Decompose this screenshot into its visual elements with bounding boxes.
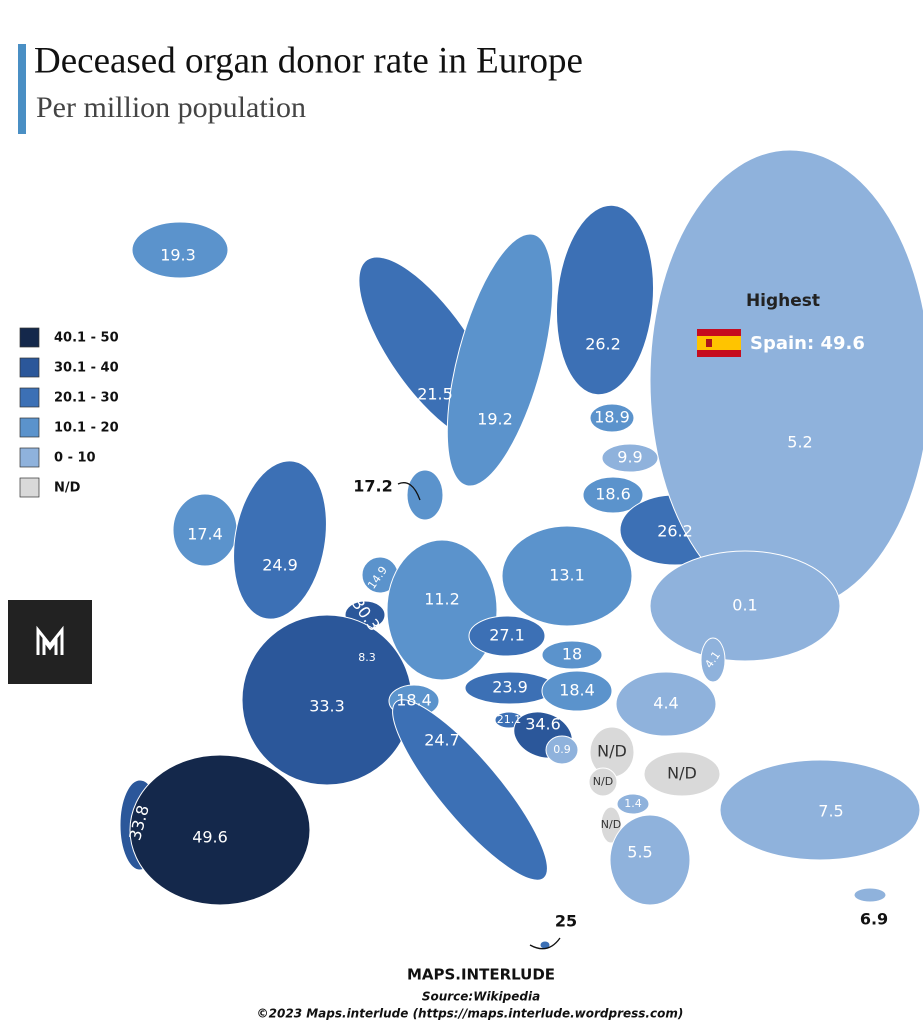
country-value: N/D [601, 818, 621, 831]
country [609, 814, 691, 906]
country-value: 7.5 [818, 802, 843, 821]
country-value: 9.9 [617, 448, 642, 467]
country-value: N/D [593, 775, 613, 788]
country-value: 26.2 [585, 335, 621, 354]
country-value: 0.9 [553, 743, 571, 756]
country-value: 49.6 [192, 828, 228, 847]
country-value: 18.6 [595, 485, 631, 504]
country-value: 8.3 [358, 651, 376, 664]
country [600, 806, 622, 844]
country [468, 615, 546, 657]
copyright: ©2023 Maps.interlude (https://maps.inter… [257, 1007, 684, 1021]
country-value: 5.2 [787, 433, 812, 452]
country [545, 735, 579, 765]
country-value: 18.9 [594, 408, 630, 427]
logo [8, 600, 92, 684]
legend-swatch [19, 327, 40, 348]
country [643, 751, 721, 797]
country [541, 640, 603, 670]
country-value: 18 [562, 645, 582, 664]
country-value: 0.1 [732, 596, 757, 615]
highlight-heading: Highest [746, 291, 820, 311]
legend-label: N/D [54, 481, 81, 496]
country [406, 469, 444, 521]
country-value: 21.5 [417, 385, 453, 404]
country-value: 4.4 [653, 694, 678, 713]
country-value: 18.4 [396, 691, 432, 710]
country-value: 19.2 [477, 410, 513, 429]
highlight-label: Spain: 49.6 [750, 333, 865, 354]
country-value: 1.4 [624, 797, 642, 810]
legend-label: 40.1 - 50 [54, 331, 119, 346]
legend-label: 20.1 - 30 [54, 391, 119, 406]
country-value: 24.9 [262, 556, 298, 575]
country [446, 233, 554, 487]
country [541, 670, 613, 712]
country [700, 637, 726, 683]
title-accent [18, 44, 26, 134]
country [582, 476, 644, 514]
legend-swatch [19, 477, 40, 498]
country [392, 699, 548, 881]
country-value: 21.1 [497, 713, 522, 726]
country-value: 23.9 [492, 678, 528, 697]
country [719, 759, 921, 861]
legend-swatch [19, 357, 40, 378]
country-value: 18.4 [559, 681, 595, 700]
flag-yellow [697, 336, 741, 350]
arrow [529, 937, 561, 950]
flag-emblem [706, 339, 712, 347]
country-value: 33.3 [309, 697, 345, 716]
source: Source:Wikipedia [422, 990, 540, 1004]
country [589, 403, 635, 433]
country [555, 204, 655, 396]
country-value: N/D [667, 764, 697, 783]
country [853, 887, 887, 903]
country [129, 754, 311, 906]
brand: MAPS.INTERLUDE [407, 966, 555, 984]
country-value: 11.2 [424, 590, 460, 609]
country-value: 17.4 [187, 525, 223, 544]
country [386, 539, 498, 681]
country-value: 19.3 [160, 246, 196, 265]
subtitle: Per million population [36, 91, 306, 124]
country [616, 793, 650, 815]
country-value: 13.1 [549, 566, 585, 585]
country [649, 149, 923, 611]
country [501, 525, 633, 627]
logo-mark [36, 625, 64, 655]
country-value: 5.5 [627, 843, 652, 862]
legend-label: 10.1 - 20 [54, 421, 119, 436]
country-value: 6.9 [860, 910, 888, 929]
country-value: 24.7 [424, 731, 460, 750]
legend-swatch [19, 417, 40, 438]
country [131, 221, 229, 279]
country [615, 671, 717, 737]
title: Deceased organ donor rate in Europe [34, 40, 583, 81]
country-value: 27.1 [489, 626, 525, 645]
regions [119, 149, 923, 950]
arrow [397, 482, 421, 501]
legend-swatch [19, 387, 40, 408]
legend-swatch [19, 447, 40, 468]
country [233, 460, 327, 620]
country [649, 550, 841, 662]
spain-flag [697, 329, 741, 357]
country-value: 25 [555, 912, 577, 931]
country-value: N/D [597, 742, 627, 761]
legend-label: 30.1 - 40 [54, 361, 119, 376]
country [588, 767, 618, 797]
legend-label: 0 - 10 [54, 451, 96, 466]
country-value: 34.6 [525, 715, 561, 734]
country-value: 26.2 [657, 522, 693, 541]
legend: 40.1 - 50 30.1 - 40 20.1 - 30 10.1 - 20 0 - … [19, 327, 119, 498]
country-value: 17.2 [353, 477, 392, 496]
